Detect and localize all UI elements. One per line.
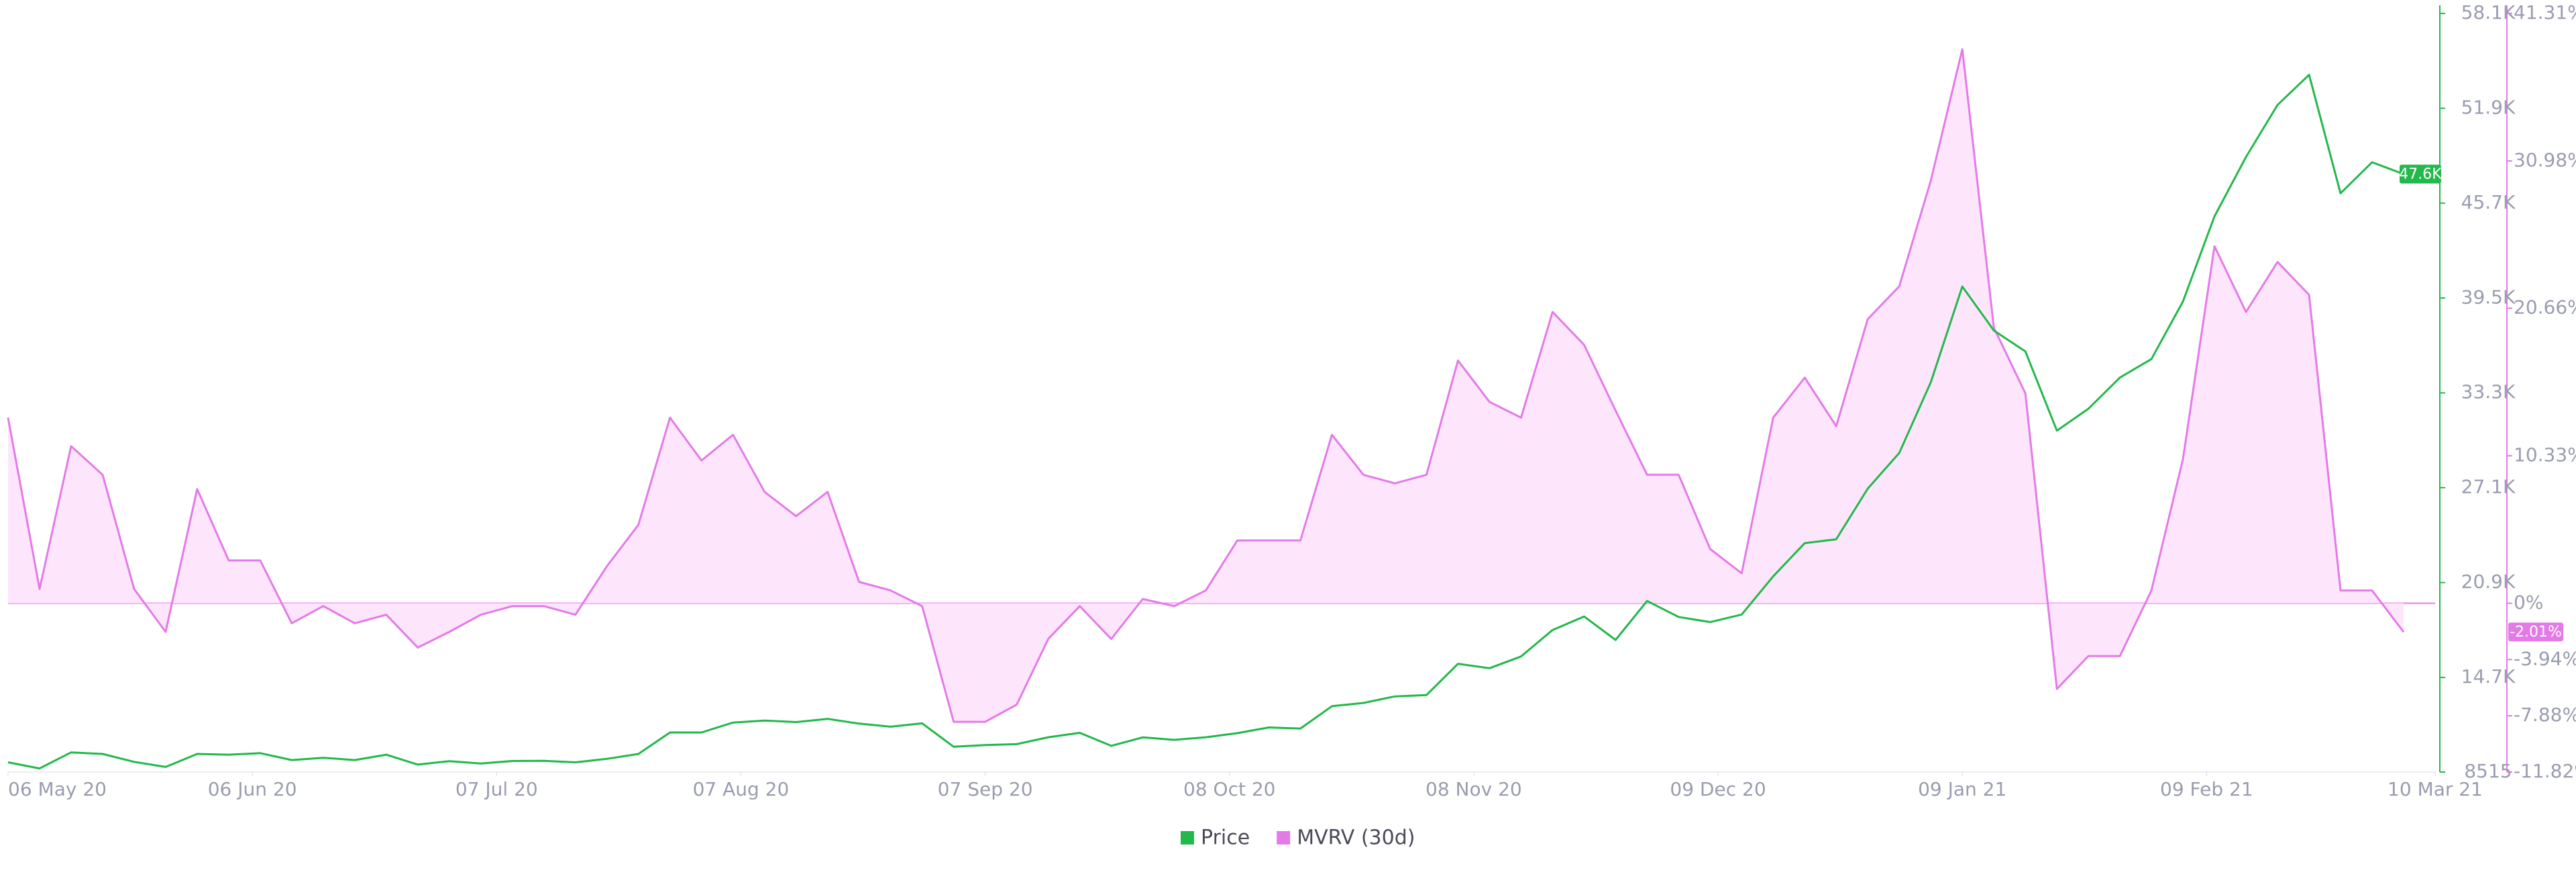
price-tick-label: 8515 (2464, 760, 2512, 782)
x-tick-label: 08 Oct 20 (1183, 778, 1275, 800)
x-tick-label: 09 Feb 21 (2160, 778, 2253, 800)
x-tick-label: 07 Jul 20 (455, 778, 538, 800)
x-tick-label: 09 Dec 20 (1670, 778, 1766, 800)
mvrv-tick-label: 41.31% (2514, 1, 2576, 23)
mvrv-line (7, 48, 2405, 723)
mvrv-tick-label: 20.66% (2514, 296, 2576, 319)
price-tick-label: 58.1K (2461, 1, 2516, 23)
mvrv-tick-label: -11.82% (2514, 760, 2576, 782)
current-value-badge (2400, 164, 2441, 184)
mvrv-tick-label: 0% (2514, 591, 2543, 613)
legend: Price MVRV (30d) (1181, 826, 1415, 850)
x-tick-label: 07 Sep 20 (938, 778, 1033, 800)
price-line (7, 74, 2404, 770)
x-tick-label: 06 May 20 (8, 778, 107, 800)
x-tick-label: 07 Aug 20 (693, 778, 790, 800)
mvrv-area (8, 49, 2404, 722)
price-tick-label: 39.5K (2461, 286, 2516, 308)
current-value-label: -2.01% (2510, 624, 2562, 641)
x-tick-label: 06 Jun 20 (208, 778, 297, 800)
price-tick-label: 45.7K (2461, 191, 2516, 213)
current-value-label: 47.6K (2399, 166, 2442, 182)
current-value-badge (2508, 622, 2563, 642)
mvrv-tick-label: -7.88% (2514, 704, 2576, 726)
x-tick-label: 08 Nov 20 (1426, 778, 1522, 800)
price-tick-label: 33.3K (2461, 381, 2516, 403)
mvrv-tick-label: 30.98% (2514, 149, 2576, 171)
price-tick-label: 14.7K (2461, 665, 2516, 688)
legend-label: MVRV (30d) (1297, 826, 1415, 850)
legend-swatch (1277, 831, 1291, 844)
legend-label: Price (1201, 826, 1250, 850)
price-tick-label: 20.9K (2461, 571, 2516, 593)
mvrv-tick-label: 10.33% (2514, 443, 2576, 466)
price-tick-label: 27.1K (2461, 476, 2516, 498)
legend-swatch (1181, 831, 1194, 844)
price-tick-label: 51.9K (2461, 96, 2516, 118)
x-tick-label: 10 Mar 21 (2387, 778, 2483, 800)
x-tick-label: 09 Jan 21 (1918, 778, 2006, 800)
mvrv-tick-label: -3.94% (2514, 647, 2576, 669)
